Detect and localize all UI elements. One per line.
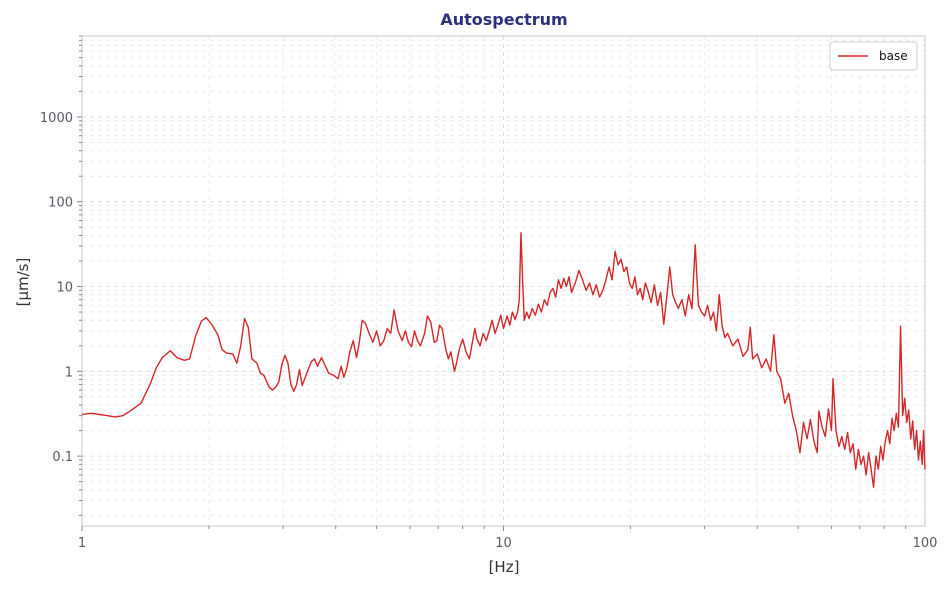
legend-box bbox=[829, 41, 918, 71]
y-tick-label: 1 bbox=[65, 365, 73, 380]
y-tick-label: 0.1 bbox=[52, 450, 73, 465]
series-layer bbox=[81, 232, 926, 488]
x-tick-label: 10 bbox=[495, 536, 512, 551]
y-tick-label: 10 bbox=[56, 281, 73, 296]
axis-ticks: 1 10 100 0.1 1 10 100 1000 bbox=[40, 35, 938, 551]
x-axis-label: [Hz] bbox=[489, 558, 520, 576]
x-tick-label: 1 bbox=[78, 536, 86, 551]
y-tick-label: 1000 bbox=[40, 111, 73, 126]
chart-title: Autospectrum bbox=[440, 10, 567, 29]
grid-lines bbox=[81, 35, 925, 526]
legend: base bbox=[829, 41, 918, 71]
legend-label-base: base bbox=[879, 49, 908, 63]
series-line-base bbox=[81, 232, 926, 488]
x-tick-label: 100 bbox=[913, 536, 938, 551]
y-axis-label: [µm/s] bbox=[14, 258, 32, 307]
y-tick-label: 100 bbox=[48, 196, 73, 211]
